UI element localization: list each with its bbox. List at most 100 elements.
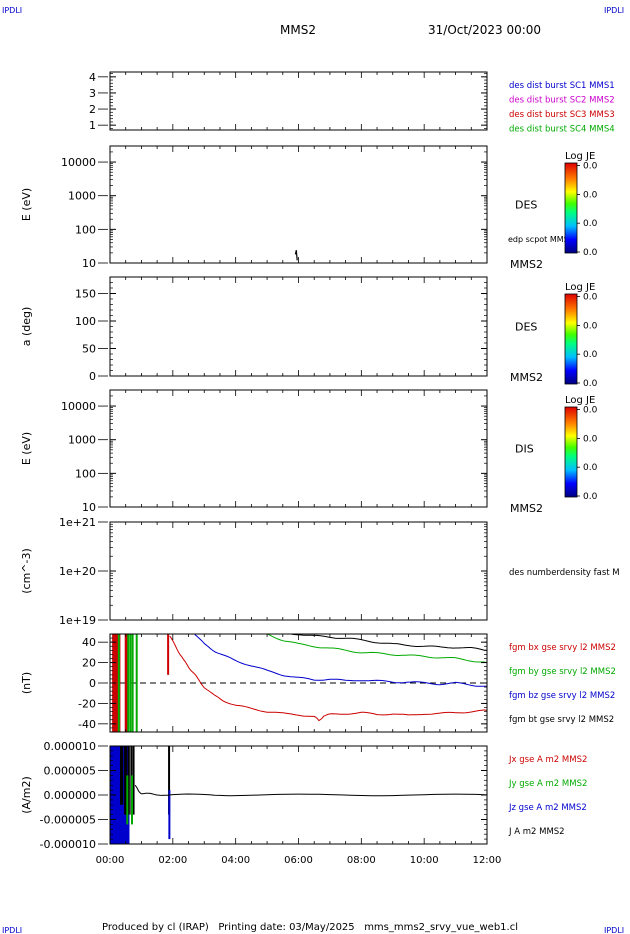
corner-label-bottom-left: IPDLI	[2, 926, 22, 934]
legend-entry: J A m2 MMS2	[508, 827, 565, 837]
colorbar-tick-label: 0.0	[583, 248, 598, 258]
legend-entry: des dist burst SC1 MMS1	[509, 81, 615, 91]
y-tick-label: 1000	[68, 190, 96, 203]
y-tick-label: 1	[89, 119, 96, 132]
y-tick-label: 1e+20	[59, 565, 96, 578]
panel-frame	[109, 633, 488, 733]
y-tick-label: 0.000010	[44, 740, 97, 753]
y-tick-label: -0.000010	[40, 838, 96, 851]
colorbar	[564, 162, 578, 254]
y-axis-label: a (deg)	[20, 307, 33, 347]
panel-density: 1e+19 1e+20 1e+21 (cm^-3) des numberdensity …	[20, 516, 620, 627]
y-axis-label: (nT)	[20, 672, 33, 694]
y-tick-label: 4	[89, 71, 96, 84]
series-line	[194, 634, 487, 687]
y-tick-label: -40	[78, 718, 96, 731]
x-tick-label: 04:00	[221, 855, 250, 866]
panels-group: 1 2 3 4 des dist burst SC1 MMS1 des dist burs…	[20, 71, 620, 851]
y-tick-label: 0	[89, 370, 96, 383]
colorbar	[564, 406, 578, 498]
y-tick-label: 150	[75, 288, 96, 301]
x-tick-label: 10:00	[410, 855, 439, 866]
panel-frame	[109, 745, 488, 845]
footer-credit: Produced by cl (IRAP) Printing date: 03/…	[102, 922, 518, 933]
y-tick-label: 0.000005	[44, 765, 97, 778]
colorbar-tick-label: 0.0	[583, 190, 598, 200]
instrument-label: DES	[515, 199, 537, 212]
corner-label-top-left: IPDLI	[2, 6, 22, 15]
overlay-trace	[294, 250, 298, 261]
colorbar-title: Log JE	[565, 282, 595, 293]
colorbar-tick-label: 0.0	[583, 492, 598, 502]
panel-frame	[109, 145, 488, 264]
legend-entry: fgm bz gse srvy l2 MMS2	[509, 691, 615, 701]
y-tick-label: 10000	[61, 400, 96, 413]
plot-title-spacecraft: MMS2	[280, 23, 316, 37]
y-tick-label: 1e+19	[59, 614, 96, 627]
y-tick-label: 0	[89, 677, 96, 690]
colorbar-tick-label: 0.0	[583, 463, 598, 473]
instrument-sublabel: MMS2	[510, 371, 543, 384]
series-line	[266, 634, 487, 664]
colorbar-tick-label: 0.0	[583, 350, 598, 360]
series-line	[134, 784, 487, 797]
instrument-label: DIS	[515, 443, 534, 456]
y-tick-label: 10	[82, 257, 96, 270]
legend-entry: Jy gse A m2 MMS2	[508, 779, 587, 789]
y-tick-label: 40	[82, 636, 96, 649]
data-block	[120, 746, 124, 805]
y-tick-label: -20	[78, 697, 96, 710]
panel-magnetic-field: -40 -20 0 20 40 (nT) fgm bx gse srvy l2 MMS2 fg…	[20, 633, 616, 733]
y-tick-label: 3	[89, 87, 96, 100]
colorbar-title: Log JE	[565, 395, 595, 406]
x-tick-label: 00:00	[96, 855, 125, 866]
legend-entry: des dist burst SC3 MMS3	[509, 110, 615, 120]
time-axis: 00:00 02:00 04:00 06:00 08:00 10:00 12:00	[96, 855, 502, 866]
overlay-label: edp scpot MMS2	[508, 235, 574, 244]
x-tick-label: 06:00	[284, 855, 313, 866]
panel-frame	[109, 71, 488, 131]
legend-entry: fgm by gse srvy l2 MMS2	[509, 667, 616, 677]
legend-entry: fgm bx gse srvy l2 MMS2	[509, 643, 616, 653]
colorbar-tick-label: 0.0	[583, 219, 598, 229]
y-axis-label: (cm^-3)	[20, 548, 33, 594]
panel-data	[110, 746, 487, 844]
legend-entry: des numberdensity fast M	[509, 568, 620, 578]
y-tick-label: 100	[75, 467, 96, 480]
instrument-label: DES	[515, 321, 537, 334]
panel-des-energy: 10 100 1000 10000 E (eV) DES MMS2 edp scpot MMS…	[20, 145, 598, 271]
colorbar	[564, 293, 578, 385]
panel-data	[110, 634, 487, 732]
y-axis-label: E (eV)	[20, 432, 33, 465]
corner-label-top-right: IPDLI	[604, 6, 624, 15]
series-line	[169, 635, 487, 722]
y-tick-label: 0.000000	[44, 789, 97, 802]
y-tick-label: 2	[89, 103, 96, 116]
colorbar-tick-label: 0.0	[583, 379, 598, 389]
colorbar-tick-label: 0.0	[583, 434, 598, 444]
colorbar-tick-label: 0.0	[583, 406, 598, 416]
legend-entry: des dist burst SC2 MMS2	[509, 96, 615, 106]
colorbar-title: Log JE	[565, 151, 595, 162]
y-tick-label: 1000	[68, 434, 96, 447]
panel-current-density: -0.000010 -0.000005 0.000000 0.000005 0.0000…	[20, 740, 587, 851]
y-tick-label: 100	[75, 223, 96, 236]
colorbar-tick-label: 0.0	[583, 162, 598, 172]
x-tick-label: 12:00	[473, 855, 502, 866]
panel-burst-flags: 1 2 3 4 des dist burst SC1 MMS1 des dist burs…	[89, 71, 615, 135]
x-tick-label: 08:00	[347, 855, 376, 866]
series-line	[286, 634, 487, 651]
y-tick-label: 50	[82, 343, 96, 356]
x-tick-label: 02:00	[158, 855, 187, 866]
plot-date: 31/Oct/2023 00:00	[428, 23, 541, 37]
y-tick-label: 100	[75, 315, 96, 328]
colorbar-tick-label: 0.0	[583, 321, 598, 331]
y-tick-label: -0.000005	[40, 814, 96, 827]
y-tick-label: 20	[82, 657, 96, 670]
legend-entry: fgm bt gse srvy l2 MMS2	[509, 715, 614, 725]
panel-frame	[109, 521, 488, 621]
panel-frame	[109, 276, 488, 377]
y-tick-label: 1e+21	[59, 516, 96, 529]
